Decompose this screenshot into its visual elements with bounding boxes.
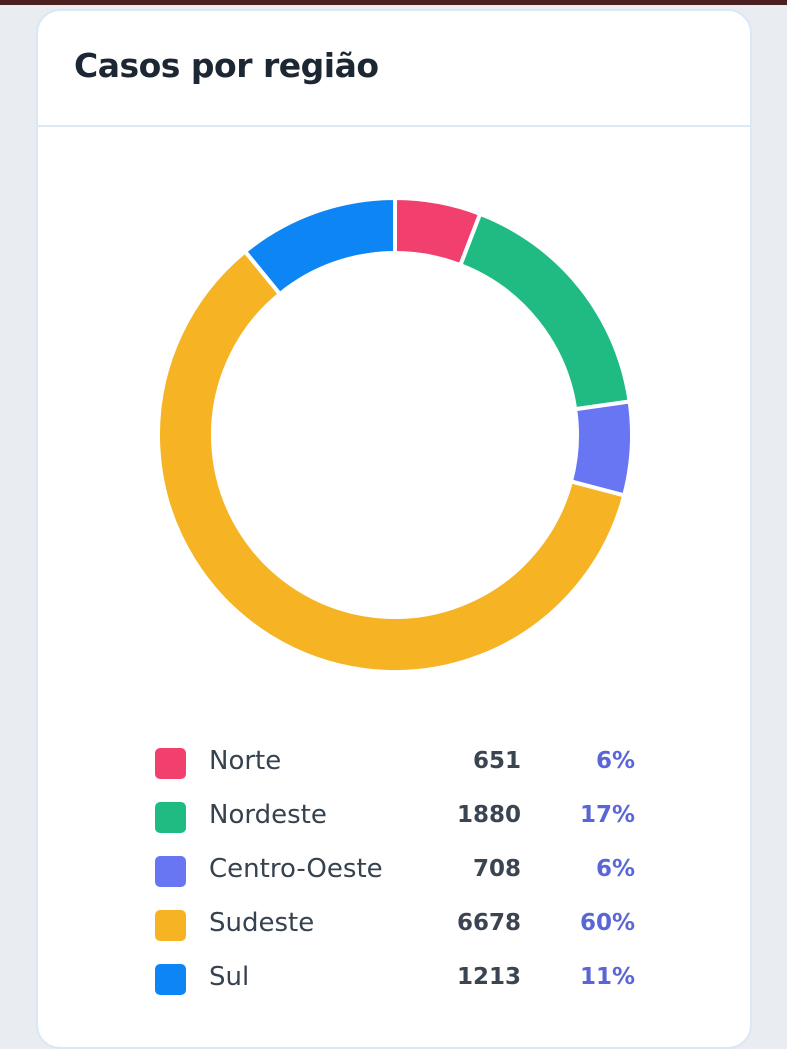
legend-swatch-sudeste [155, 910, 186, 941]
legend-item-nordeste: Nordeste 1880 17% [155, 793, 635, 847]
legend-percent-sudeste: 60% [579, 910, 635, 936]
legend-percent-nordeste: 17% [579, 802, 635, 828]
legend-item-sul: Sul 1213 11% [155, 955, 635, 1009]
legend-label-norte: Norte [209, 746, 282, 776]
card-header: Casos por região [38, 11, 750, 127]
card-title: Casos por região [74, 45, 379, 85]
top-status-strip [0, 0, 787, 5]
legend-item-norte: Norte 651 6% [155, 739, 635, 793]
legend-item-sudeste: Sudeste 6678 60% [155, 901, 635, 955]
donut-slice-nordeste [457, 211, 632, 412]
donut-slice-sudeste [158, 248, 627, 674]
chart-legend: Norte 651 6% Nordeste 1880 17% Centro-Oe… [155, 739, 635, 1009]
legend-label-centro-oeste: Centro-Oeste [209, 854, 383, 884]
legend-label-sudeste: Sudeste [209, 908, 315, 938]
legend-value-sul: 1213 [456, 964, 521, 990]
legend-label-nordeste: Nordeste [209, 800, 327, 830]
legend-swatch-centro-oeste [155, 856, 186, 887]
legend-label-sul: Sul [209, 962, 250, 992]
donut-slice-sul [242, 197, 397, 297]
chart-card: Casos por região Norte 651 6% Nordeste 1… [36, 9, 752, 1049]
legend-value-centro-oeste: 708 [472, 856, 521, 882]
legend-swatch-nordeste [155, 802, 186, 833]
legend-percent-sul: 11% [579, 964, 635, 990]
legend-percent-norte: 6% [595, 748, 635, 774]
donut-chart [158, 197, 634, 674]
donut-slice-centro-oeste [568, 399, 634, 498]
legend-swatch-sul [155, 964, 186, 995]
legend-percent-centro-oeste: 6% [595, 856, 635, 882]
legend-value-sudeste: 6678 [456, 910, 521, 936]
legend-item-centro-oeste: Centro-Oeste 708 6% [155, 847, 635, 901]
legend-value-norte: 651 [472, 748, 521, 774]
legend-swatch-norte [155, 748, 186, 779]
legend-value-nordeste: 1880 [456, 802, 521, 828]
